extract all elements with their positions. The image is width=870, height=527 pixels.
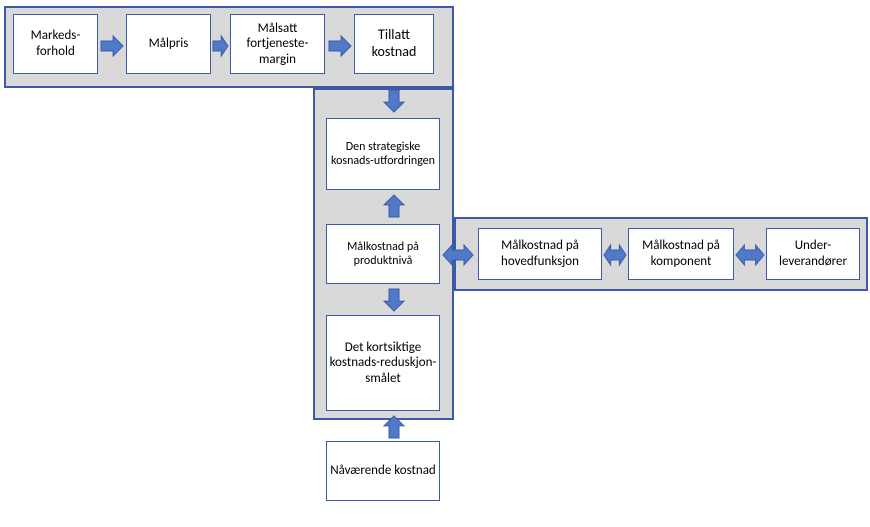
node-malsatt-margin: Målsatt fortjeneste-margin [230,14,325,74]
node-navaerende: Nåværende kostnad [326,441,440,501]
node-malkostnad-hovedfunk: Målkostnad på hovedfunksjon [478,228,602,280]
node-markeds-forhold: Markeds-forhold [13,14,98,74]
node-kortsiktig: Det kortsiktige kostnads-reduskjon-småle… [326,315,440,411]
node-strategiske: Den strategiske kosnads-utfordringen [326,118,440,190]
node-tillatt-kostnad: Tillatt kostnad [354,14,434,74]
node-malkostnad-komponent: Målkostnad på komponent [628,228,734,280]
node-malpris: Målpris [126,14,211,74]
node-underleverandorer: Under-leverandører [766,228,860,280]
node-malkostnad-produkt: Målkostnad på produktnivå [326,224,440,284]
